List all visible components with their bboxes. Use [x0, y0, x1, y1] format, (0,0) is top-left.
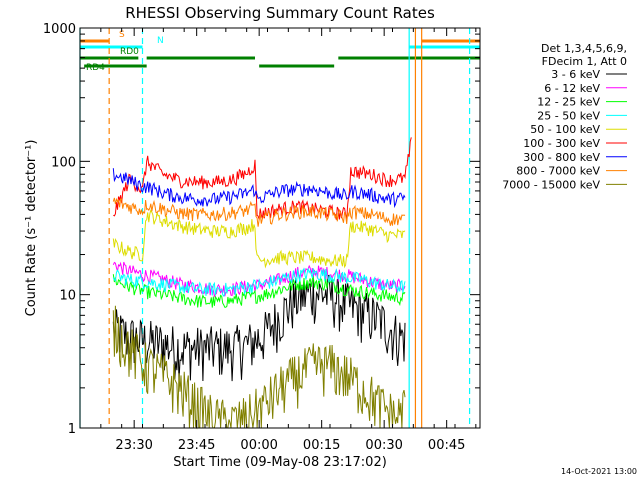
legend-entry-label: 6 - 12 keV [544, 82, 600, 95]
legend-entry-label: 100 - 300 keV [523, 137, 600, 150]
x-tick-label: 00:45 [428, 438, 465, 453]
x-axis-ticks: 23:30 23:45 00:00 00:15 00:30 00:45 [100, 28, 477, 453]
flag-label-s: S [119, 30, 125, 40]
footer-date: 14-Oct-2021 13:00 [561, 467, 637, 476]
x-tick-label: 23:30 [115, 438, 152, 453]
series-line-4 [112, 209, 406, 269]
x-tick-label: 23:45 [178, 438, 215, 453]
series-line-8 [112, 305, 406, 430]
flag-label-n: N [157, 36, 164, 46]
legend-entry-label: 800 - 7000 keV [516, 165, 600, 178]
legend-entry-label: 7000 - 15000 keV [502, 178, 600, 191]
chart-title: RHESSI Observing Summary Count Rates [125, 4, 435, 22]
legend-entry-label: 3 - 6 keV [551, 68, 600, 81]
legend: Det 1,3,4,5,6,9,FDecim 1, Att 03 - 6 keV… [502, 42, 627, 191]
legend-header: Det 1,3,4,5,6,9, [541, 42, 627, 55]
series-line-2 [112, 274, 406, 308]
legend-entry-label: 12 - 25 keV [537, 96, 600, 109]
legend-header: FDecim 1, Att 0 [542, 55, 627, 68]
series-line-3 [112, 267, 406, 297]
legend-entry-label: 300 - 800 keV [523, 151, 600, 164]
y-tick-label: 100 [51, 155, 76, 170]
event-markers [79, 28, 471, 428]
data-series [112, 137, 412, 430]
x-tick-label: 00:30 [365, 438, 402, 453]
y-axis-ticks: 1 10 100 1000 [43, 22, 480, 437]
instrument-flags: S N RD0 RD4 [80, 30, 480, 73]
flag-label-rd0: RD0 [120, 47, 139, 57]
y-tick-label: 1 [68, 422, 76, 437]
legend-entry-label: 50 - 100 keV [530, 123, 600, 136]
y-axis-label: Count Rate (s⁻¹ detector⁻¹) [24, 140, 39, 317]
series-line-7 [112, 197, 406, 227]
y-tick-label: 10 [59, 289, 76, 304]
series-line-6 [112, 168, 406, 209]
series-line-5 [113, 137, 412, 220]
x-tick-label: 00:00 [240, 438, 277, 453]
legend-entry-label: 25 - 50 keV [537, 109, 600, 122]
flag-label-rd4: RD4 [86, 63, 105, 73]
plot-frame [79, 27, 481, 429]
x-tick-label: 00:15 [303, 438, 340, 453]
x-axis-label: Start Time (09-May-08 23:17:02) [173, 455, 387, 470]
y-tick-label: 1000 [43, 22, 76, 37]
